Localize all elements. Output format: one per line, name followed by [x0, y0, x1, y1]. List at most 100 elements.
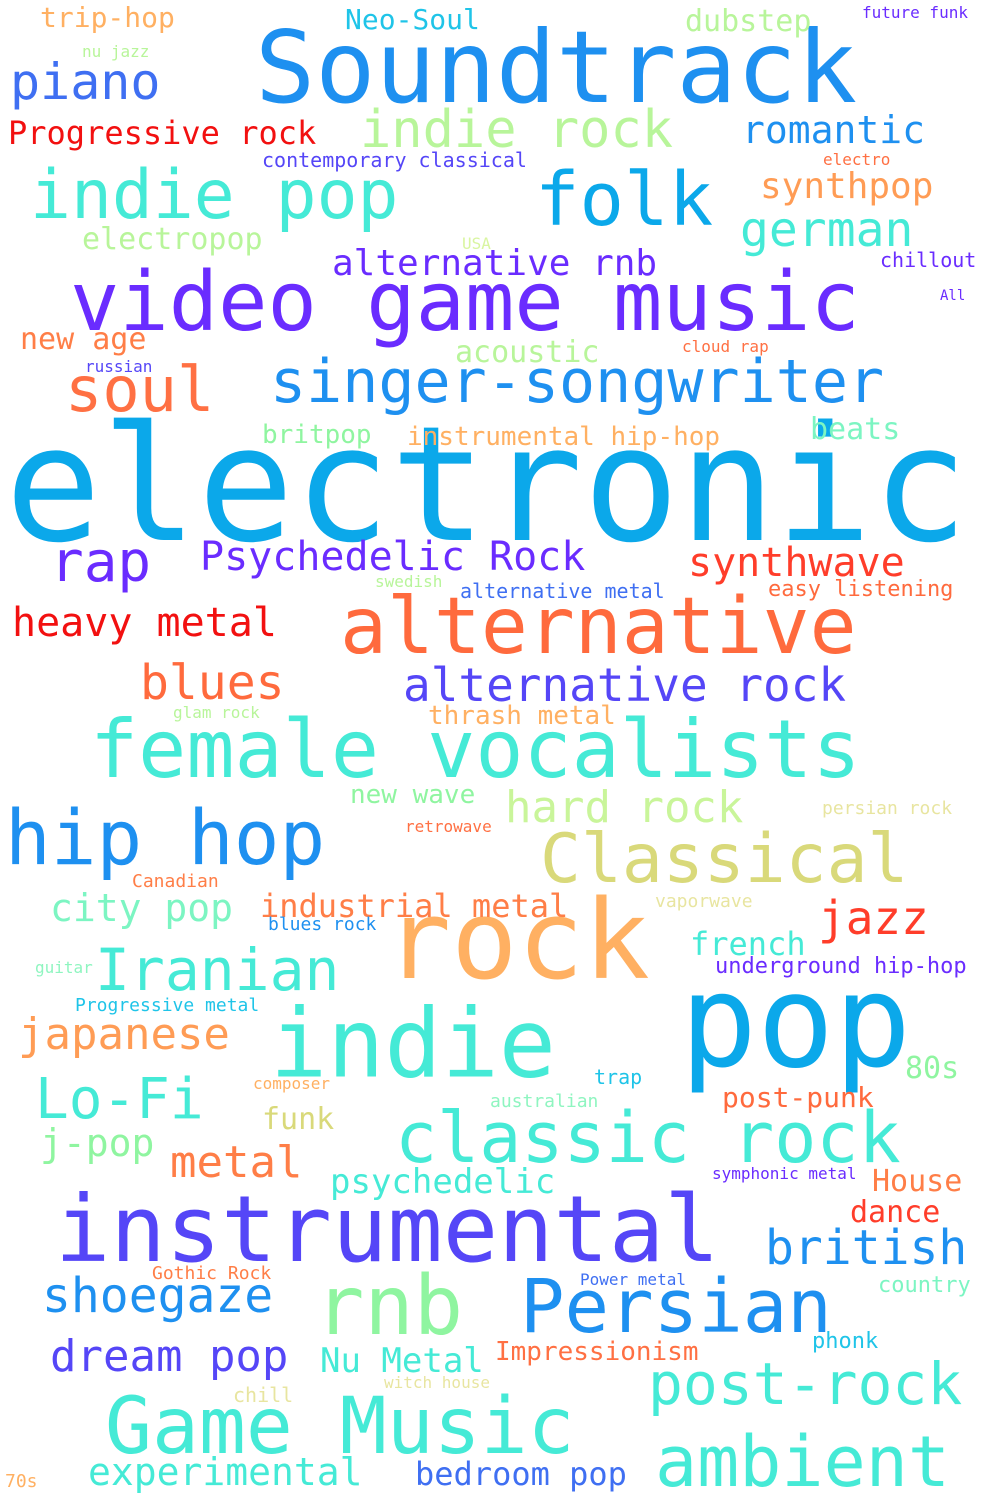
word-tag-nu-jazz: nu jazz — [82, 42, 150, 61]
word-tag-german: german — [740, 202, 914, 258]
word-tag-experimental: experimental — [88, 1450, 363, 1494]
word-tag-easy-listening: easy listening — [768, 577, 954, 602]
word-tag-hard-rock: hard rock — [505, 782, 744, 833]
word-tag-soundtrack: Soundtrack — [255, 9, 858, 126]
word-tag-psychedelic-rock: Psychedelic Rock — [200, 534, 586, 580]
word-tag-psychedelic: psychedelic — [330, 1162, 556, 1202]
word-tag-trip-hop: trip-hop — [40, 1, 175, 34]
word-tag-chillout: chillout — [880, 248, 977, 272]
word-tag-jazz: jazz — [818, 891, 929, 945]
word-tag-indie: indie — [270, 989, 556, 1100]
word-tag-country: country — [878, 1273, 971, 1298]
word-tag-glam-rock: glam rock — [173, 703, 260, 722]
word-tag-metal: metal — [170, 1137, 303, 1188]
word-tag-house: House — [872, 1164, 963, 1199]
word-tag-city-pop: city pop — [50, 886, 234, 930]
word-tag-synthwave: synthwave — [688, 540, 905, 586]
word-tag-instrumental-hip-hop: instrumental hip-hop — [407, 422, 721, 452]
word-tag-alternative-rock: alternative rock — [403, 658, 847, 712]
word-tag-retrowave: retrowave — [405, 817, 492, 836]
word-tag-folk: folk — [535, 157, 714, 243]
word-tag-rap: rap — [50, 530, 152, 595]
word-tag-shoegaze: shoegaze — [42, 1268, 274, 1324]
word-tag-electro: electro — [823, 150, 891, 169]
word-tag-persian-rock: persian rock — [822, 798, 953, 819]
word-tag-power-metal: Power metal — [580, 1270, 686, 1289]
word-tag-heavy-metal: heavy metal — [12, 600, 277, 646]
word-tag-bedroom-pop: bedroom pop — [415, 1455, 627, 1493]
word-tag-composer: composer — [253, 1074, 331, 1093]
word-tag-french: french — [690, 925, 806, 963]
word-tag-all: All — [940, 288, 966, 304]
word-tag-lo-fi: Lo-Fi — [35, 1067, 204, 1132]
word-tag-gothic-rock: Gothic Rock — [152, 1263, 272, 1284]
word-tag-chill: chill — [233, 1383, 294, 1407]
word-tag-dubstep: dubstep — [685, 4, 812, 39]
word-tag-japanese: japanese — [18, 1009, 230, 1060]
word-tag-progressive-rock: Progressive rock — [8, 114, 317, 152]
word-tag-russian: russian — [85, 357, 153, 376]
word-tag-post-rock: post-rock — [648, 1350, 963, 1418]
word-tag-dance: dance — [850, 1195, 941, 1230]
word-tag-persian: Persian — [520, 1264, 832, 1350]
word-tag-piano: piano — [10, 53, 161, 111]
word-tag-dream-pop: dream pop — [50, 1331, 289, 1382]
word-tag-swedish: swedish — [375, 572, 443, 591]
word-tag-impressionism: Impressionism — [495, 1337, 699, 1367]
word-tag-trap: trap — [594, 1065, 643, 1089]
word-tag-thrash-metal: thrash metal — [428, 701, 616, 731]
word-tag-canadian: Canadian — [132, 871, 219, 892]
word-tag-classic-rock: classic rock — [395, 1097, 901, 1179]
word-tag-j-pop: j-pop — [40, 1121, 155, 1165]
word-tag-cloud-rap: cloud rap — [682, 337, 769, 356]
word-tag-70s: 70s — [5, 1471, 38, 1492]
word-tag-indie-rock: indie rock — [360, 100, 674, 160]
word-tag-hip-hop: hip hop — [5, 793, 326, 882]
word-tag-classical: Classical — [540, 820, 909, 899]
word-tag-blues: blues — [140, 655, 285, 711]
word-tag-pop: pop — [680, 948, 912, 1097]
word-tag-new-wave: new wave — [350, 780, 476, 810]
word-tag-rnb: rnb — [315, 1259, 464, 1354]
word-tag-nu-metal: Nu Metal — [320, 1341, 484, 1381]
word-tag-electropop: electropop — [82, 222, 263, 257]
word-tag-rock: rock — [385, 876, 650, 1004]
word-tag-blues-rock: blues rock — [268, 914, 377, 935]
word-tag-new-age: new age — [20, 322, 147, 357]
word-tag-phonk: phonk — [812, 1329, 879, 1354]
word-tag-video-game-music: video game music — [70, 255, 860, 350]
word-tag-ambient: ambient — [655, 1421, 951, 1503]
word-tag-singer-songwriter: singer-songwriter — [270, 347, 885, 417]
word-tag-future-funk: future funk — [862, 3, 968, 22]
word-tag-vaporwave: vaporwave — [655, 891, 753, 912]
word-tag-alternative: alternative — [340, 582, 857, 672]
word-tag-britpop: britpop — [262, 420, 372, 450]
word-tag-instrumental: instrumental — [55, 1176, 720, 1283]
word-tag-neo-soul: Neo-Soul — [345, 3, 480, 36]
word-tag-guitar: guitar — [35, 958, 93, 977]
word-tag-post-punk: post-punk — [722, 1081, 874, 1114]
word-tag-underground-hip-hop: underground hip-hop — [715, 954, 967, 979]
word-tag-electronic: electronic — [5, 391, 969, 578]
word-tag-funk: funk — [262, 1102, 335, 1137]
word-tag-british: british — [765, 1220, 968, 1276]
word-tag-contemporary-classical: contemporary classical — [262, 148, 527, 172]
word-tag-female-vocalists: female vocalists — [90, 703, 861, 796]
word-tag-progressive-metal: Progressive metal — [75, 995, 260, 1016]
word-tag-indie-pop: indie pop — [30, 156, 399, 235]
word-tag-romantic: romantic — [742, 108, 926, 152]
word-tag-beats: beats — [810, 412, 901, 447]
word-tag-industrial-metal: industrial metal — [260, 887, 569, 925]
word-tag-alternative-rnb: alternative rnb — [332, 243, 658, 284]
word-tag-80s: 80s — [905, 1051, 960, 1086]
word-tag-acoustic: acoustic — [455, 335, 600, 370]
word-tag-witch-house: witch house — [384, 1373, 490, 1392]
word-tag-australian: australian — [490, 1091, 599, 1112]
word-tag-synthpop: synthpop — [760, 166, 934, 207]
word-tag-game-music: Game Music — [105, 1382, 575, 1472]
word-tag-soul: soul — [65, 353, 215, 426]
word-tag-alternative-metal: alternative metal — [460, 579, 665, 603]
word-tag-iranian: Iranian — [95, 936, 340, 1004]
word-tag-symphonic-metal: symphonic metal — [712, 1164, 857, 1183]
